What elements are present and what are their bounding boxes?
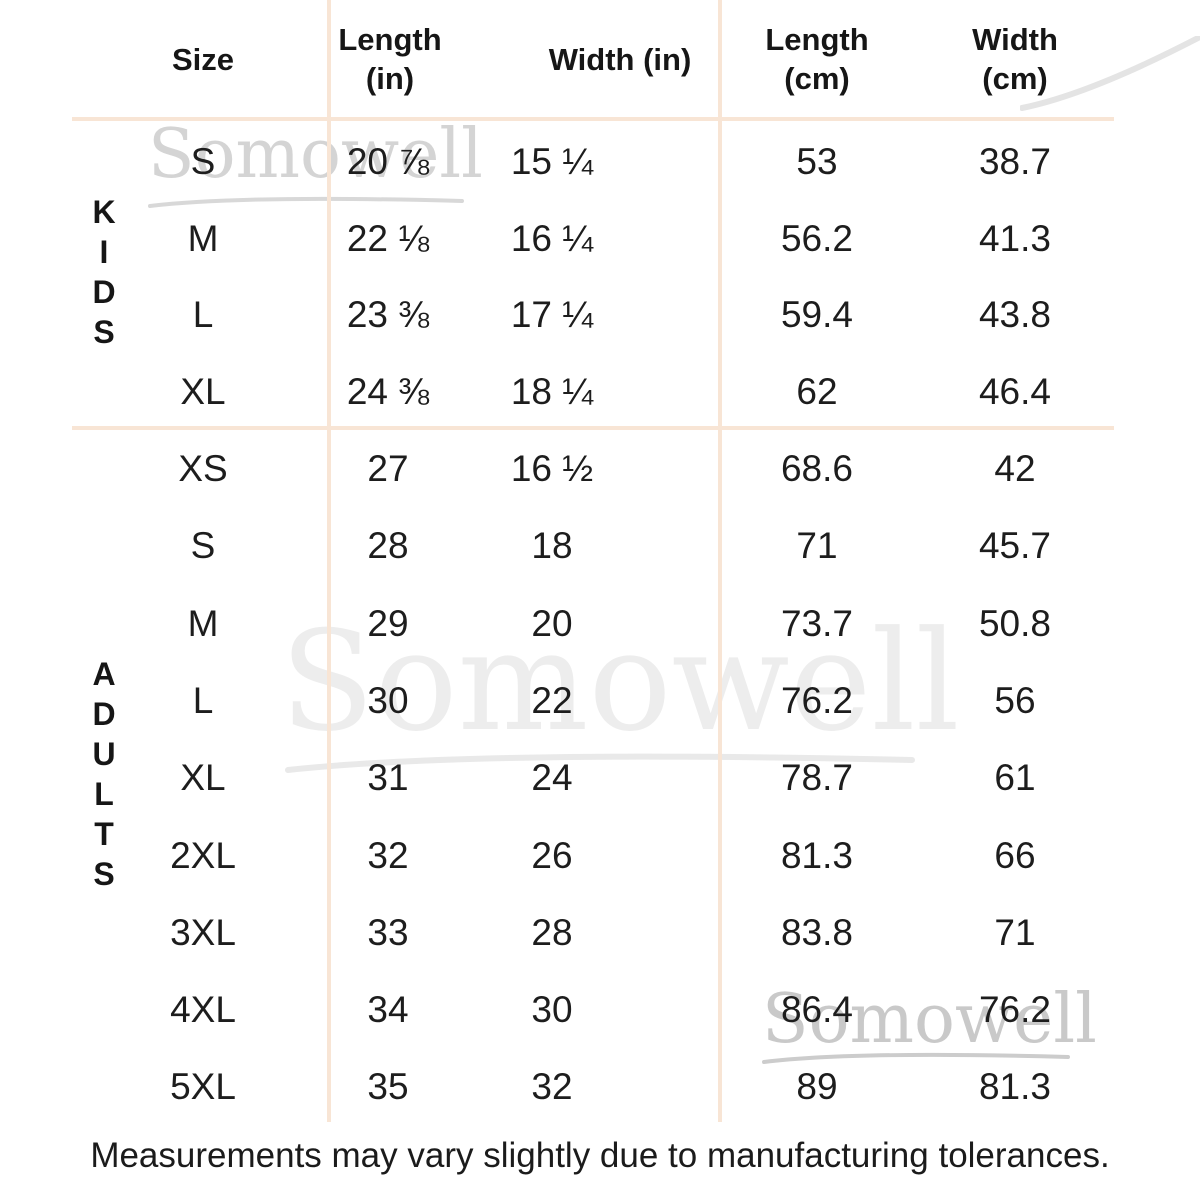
column-header-length-cm: Length (cm) [765,22,869,96]
cell-size: 4XL [170,989,236,1031]
watermark-text: Somowell [280,601,960,762]
cell-width-cm: 46.4 [978,371,1051,413]
column-header-width-cm: Width (cm) [972,22,1058,96]
table-row: XS 27 16 ½ 68.6 42 [0,443,1200,495]
cell-length-cm: 62 [796,371,838,413]
cell-length-cm: 71 [796,525,838,567]
section-label-adults: A D U L T S [92,656,116,892]
cell-size: 3XL [170,911,236,953]
cell-width-cm: 61 [994,757,1036,799]
cell-length-in: 24 ⅜ [346,371,430,413]
cell-width-cm: 81.3 [978,1066,1051,1108]
cell-size: S [190,525,216,567]
cell-size: XS [178,448,228,489]
cell-size: XL [180,757,226,799]
vertical-divider [327,0,331,1122]
table-row: 3XL 33 28 83.8 71 [0,907,1200,959]
cell-width-in: 32 [531,1066,573,1108]
cell-length-in: 31 [367,757,409,799]
cell-length-cm: 89 [796,1066,838,1108]
watermark-swoosh [285,753,915,773]
cell-length-cm: 83.8 [780,911,853,953]
cell-length-in: 29 [367,602,409,644]
table-row: 2XL 32 26 81.3 66 [0,830,1200,882]
cell-width-in: 30 [531,989,573,1031]
cell-length-in: 22 ⅛ [346,217,430,259]
table-row: XL 31 24 78.7 61 [0,752,1200,804]
watermark-text: Somowell [148,115,483,194]
footer-note: Measurements may vary slightly due to ma… [90,1136,1110,1175]
cell-width-in: 20 [531,602,573,644]
cell-width-cm: 71 [994,911,1036,953]
cell-length-in: 23 ⅜ [346,294,430,336]
kids-adults-divider [72,426,1114,430]
cell-length-in: 35 [367,1066,409,1108]
cell-width-cm: 76.2 [978,989,1051,1031]
cell-length-cm: 78.7 [780,757,853,799]
table-row: 4XL 34 30 86.4 76.2 [0,984,1200,1036]
cell-width-in: 26 [531,834,573,876]
cell-size: S [190,141,216,182]
table-row: XL 24 ⅜ 18 ¼ 62 46.4 [0,366,1200,418]
cell-width-cm: 43.8 [978,294,1051,336]
cell-length-cm: 81.3 [780,834,853,876]
cell-width-in: 17 ¼ [510,294,594,336]
cell-length-cm: 53 [796,141,838,182]
cell-size: XL [180,371,226,413]
cell-width-in: 22 [531,679,573,721]
cell-length-in: 34 [367,989,409,1031]
cell-length-cm: 59.4 [780,294,853,336]
watermark-swoosh [762,1052,1070,1064]
watermark-swoosh [148,196,464,208]
cell-width-in: 16 ½ [510,448,594,489]
corner-swoosh-decoration [1020,36,1200,111]
cell-length-cm: 86.4 [780,989,853,1031]
cell-size: M [187,602,219,644]
cell-width-cm: 50.8 [978,602,1051,644]
cell-length-cm: 76.2 [780,679,853,721]
cell-length-in: 20 ⅞ [346,141,430,182]
table-row: L 30 22 76.2 56 [0,675,1200,727]
cell-width-cm: 56 [994,679,1036,721]
cell-width-cm: 45.7 [978,525,1051,567]
cell-length-cm: 68.6 [780,448,853,489]
cell-width-in: 18 ¼ [510,371,594,413]
cell-length-cm: 73.7 [780,602,853,644]
cell-width-in: 24 [531,757,573,799]
cell-width-in: 18 [531,525,573,567]
table-row: M 22 ⅛ 16 ¼ 56.2 41.3 [0,213,1200,265]
table-row: S 28 18 71 45.7 [0,520,1200,572]
cell-size: L [192,294,214,336]
vertical-divider [718,0,722,1122]
cell-width-cm: 66 [994,834,1036,876]
column-header-size: Size [171,41,235,77]
table-row: M 29 20 73.7 50.8 [0,598,1200,650]
cell-size: L [192,679,214,721]
cell-width-in: 15 ¼ [510,141,594,182]
column-header-width-in: Width (in) [548,41,692,77]
watermark-text: Somowell [762,980,1097,1059]
table-row: 5XL 35 32 89 81.3 [0,1061,1200,1113]
cell-length-in: 30 [367,679,409,721]
table-row: S 20 ⅞ 15 ¼ 53 38.7 [0,136,1200,188]
cell-length-in: 28 [367,525,409,567]
cell-width-cm: 41.3 [978,217,1051,259]
header-divider [72,117,1114,121]
cell-width-in: 16 ¼ [510,217,594,259]
cell-length-in: 27 [367,448,409,489]
cell-width-cm: 42 [994,448,1036,489]
cell-length-cm: 56.2 [780,217,853,259]
cell-size: 5XL [170,1066,236,1108]
cell-size: M [187,217,219,259]
cell-length-in: 32 [367,834,409,876]
cell-width-cm: 38.7 [978,141,1051,182]
cell-width-in: 28 [531,911,573,953]
cell-length-in: 33 [367,911,409,953]
section-label-kids: K I D S [92,194,116,350]
cell-size: 2XL [170,834,236,876]
table-row: L 23 ⅜ 17 ¼ 59.4 43.8 [0,289,1200,341]
column-header-length-in: Length (in) [338,22,442,96]
